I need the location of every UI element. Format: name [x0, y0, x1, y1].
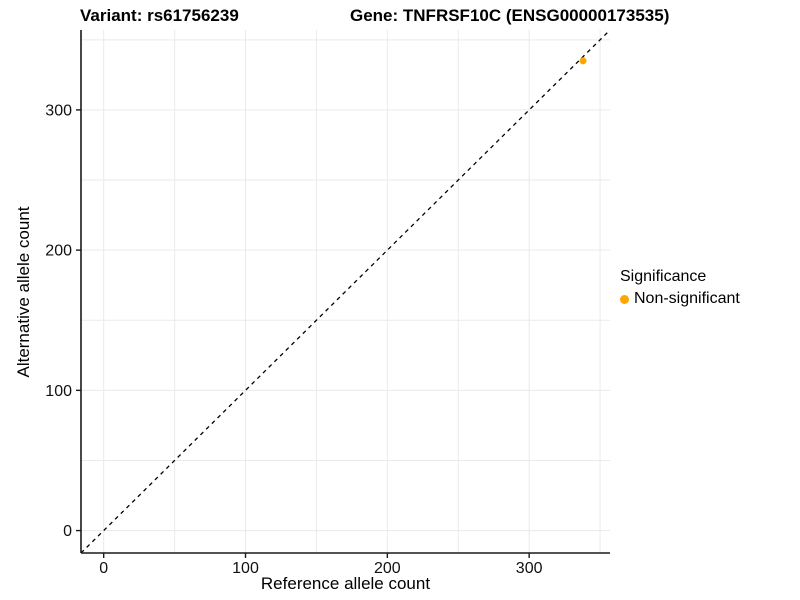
- y-tick-label: 300: [45, 102, 72, 119]
- x-tick-label: 200: [374, 560, 401, 577]
- legend-title: Significance: [620, 268, 707, 285]
- legend: Significance Non-significant: [620, 268, 740, 308]
- plot-title-gene: Gene: TNFRSF10C (ENSG00000173535): [350, 6, 670, 25]
- x-tick-label: 300: [516, 560, 543, 577]
- legend-item-label: Non-significant: [634, 290, 740, 307]
- data-point: [579, 57, 587, 65]
- legend-point-icon: [620, 294, 629, 304]
- x-tick-label: 100: [232, 560, 259, 577]
- x-axis-title: Reference allele count: [260, 574, 431, 593]
- y-tick-label: 0: [63, 523, 72, 540]
- legend-item: Non-significant: [620, 290, 740, 308]
- plot-title-variant: Variant: rs61756239: [80, 6, 239, 25]
- x-tick-label: 0: [99, 560, 108, 577]
- identity-line: [80, 29, 611, 554]
- y-tick-label: 100: [45, 383, 72, 400]
- y-tick-label: 200: [45, 243, 72, 260]
- y-axis-title: Alternative allele count: [14, 206, 33, 378]
